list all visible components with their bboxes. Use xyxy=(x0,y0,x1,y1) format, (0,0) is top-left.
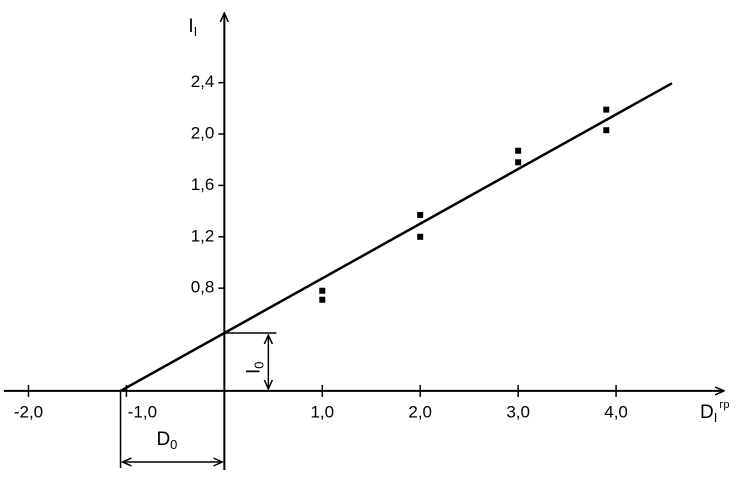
point xyxy=(319,287,326,294)
y-tick-label: 2,4 xyxy=(191,72,215,91)
x-tick-label: 3,0 xyxy=(506,402,530,421)
y-tick-label: 2,0 xyxy=(191,124,215,143)
x-axis-label-sup: гр xyxy=(719,399,729,411)
i0-label-main: I xyxy=(243,369,264,374)
d0-label-main: D xyxy=(156,429,170,450)
fit-line xyxy=(119,82,673,393)
x-axis-label-sub: I xyxy=(714,410,718,425)
y-tick-label: 1,2 xyxy=(191,226,215,245)
y-tick-label: 0,8 xyxy=(191,278,215,297)
x-tick-label: 1,0 xyxy=(310,402,334,421)
x-tick-label: -2,0 xyxy=(14,402,43,421)
i0-label-sub: 0 xyxy=(252,361,267,368)
point xyxy=(417,211,424,218)
i0-label: I0 xyxy=(243,361,266,374)
point xyxy=(603,106,610,113)
x-axis-label: DIгр xyxy=(700,399,730,426)
x-axis-label-main: D xyxy=(700,402,714,423)
point xyxy=(603,127,610,134)
d0-label: D0 xyxy=(156,429,177,452)
x-tick-label: 4,0 xyxy=(604,402,628,421)
x-tick-label: -1,0 xyxy=(128,402,157,421)
point xyxy=(319,296,326,303)
y-axis-label: II xyxy=(188,16,197,39)
point xyxy=(417,233,424,240)
x-tick-label: 2,0 xyxy=(408,402,432,421)
y-axis-label-sub: I xyxy=(194,24,198,39)
y-axis-label-main: I xyxy=(188,16,193,37)
point xyxy=(515,159,522,166)
point xyxy=(515,147,522,154)
y-tick-label: 1,6 xyxy=(191,175,215,194)
d0-label-sub: 0 xyxy=(170,437,177,452)
